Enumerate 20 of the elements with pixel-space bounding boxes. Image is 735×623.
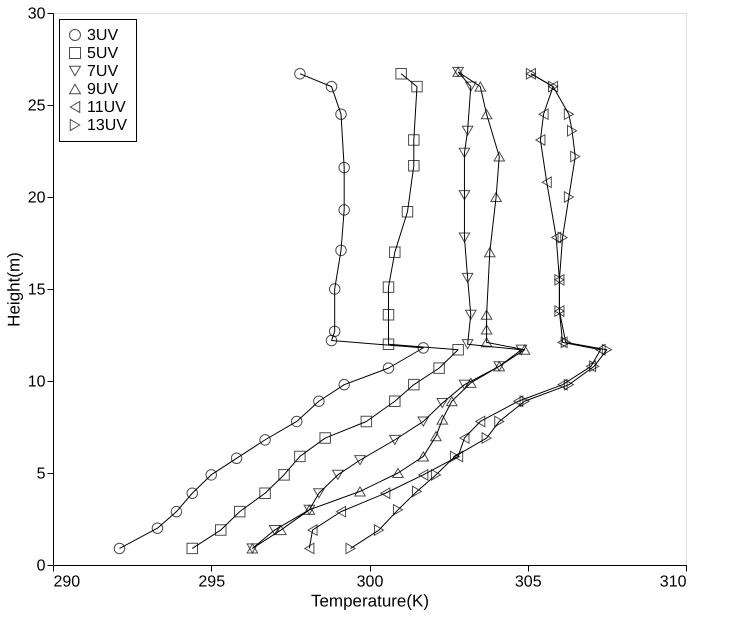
x-tick-label: 310 xyxy=(660,574,687,590)
y-axis-title: Height(m) xyxy=(4,252,24,327)
y-tick-label: 30 xyxy=(28,6,46,22)
x-tick-label: 300 xyxy=(356,574,384,590)
x-axis-title: Temperature(K) xyxy=(310,592,430,610)
y-tick-label: 5 xyxy=(36,466,46,482)
y-tick-label: 10 xyxy=(28,374,46,390)
y-tick-label: 20 xyxy=(28,190,46,206)
y-tick-label: 0 xyxy=(36,558,46,574)
y-tick-label: 25 xyxy=(28,98,46,114)
x-tick-label: 290 xyxy=(54,574,80,590)
x-tick-label: 305 xyxy=(514,574,542,590)
legend-label: 5UV xyxy=(87,45,118,62)
legend-label: 7UV xyxy=(87,63,118,80)
legend-label: 13UV xyxy=(87,117,128,134)
legend-label: 9UV xyxy=(87,81,118,98)
y-tick-label: 15 xyxy=(28,282,46,298)
legend-label: 3UV xyxy=(87,27,118,44)
legend-label: 11UV xyxy=(87,99,126,116)
x-tick-label: 295 xyxy=(198,574,226,590)
